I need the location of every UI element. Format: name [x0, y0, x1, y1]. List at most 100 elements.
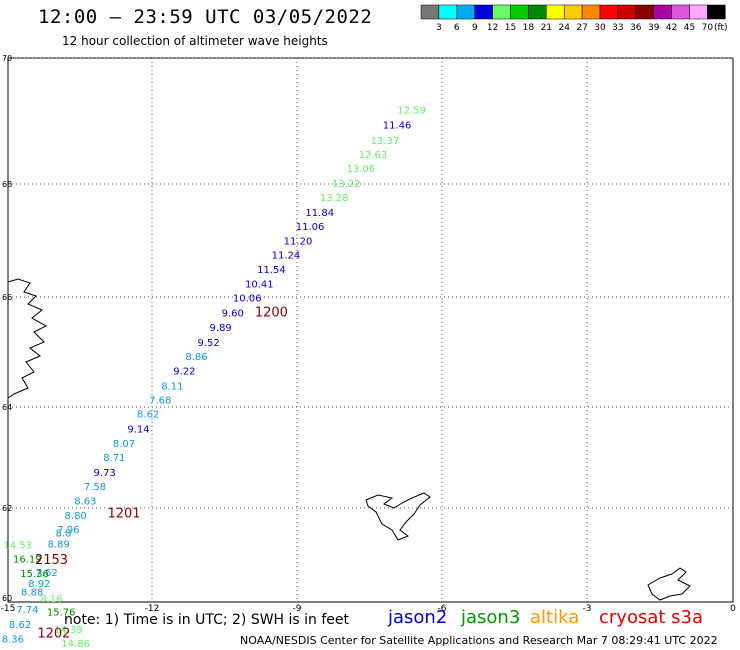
coastline	[647, 567, 691, 601]
wave-height-label: 12.59	[397, 105, 426, 116]
wave-height-label: 10.06	[233, 294, 262, 305]
lat-tick-label: 60	[2, 594, 12, 603]
legend-swatch	[546, 4, 565, 20]
legend-swatch	[599, 4, 619, 20]
wave-height-label: 13.06	[347, 164, 376, 175]
wave-height-label: 15.76	[47, 608, 76, 619]
lon-tick-label: 0	[730, 604, 736, 614]
wave-height-label: 8.89	[48, 540, 70, 551]
legend-tick-label: 39	[648, 23, 660, 33]
legend-tick-label: 33	[612, 23, 623, 33]
wave-height-label: 8.11	[161, 381, 183, 392]
pass-time-label: 1202	[37, 626, 70, 641]
pass-time-label: 2153	[35, 553, 68, 568]
wave-height-label: 11.46	[383, 121, 412, 132]
footer-credit: NOAA/NESDIS Center for Satellite Applica…	[240, 634, 718, 647]
wave-height-label: 11.06	[296, 222, 325, 233]
legend-tick-label: 3	[436, 23, 442, 33]
plot-border	[7, 57, 734, 603]
legend-tick-label: 45	[684, 23, 695, 33]
wave-height-label: 13.22	[332, 179, 361, 190]
wave-height-label: 11.20	[284, 237, 313, 248]
lat-tick-label: 64	[2, 403, 12, 412]
coastline	[365, 492, 431, 541]
legend-unit-label: (ft)	[714, 23, 728, 33]
legend-swatch	[563, 4, 583, 20]
wave-height-label: 14.53	[3, 541, 32, 552]
lat-tick-label: 66	[2, 293, 12, 302]
wave-height-label: 8.8	[56, 529, 72, 540]
page-title: 12:00 — 23:59 UTC 03/05/2022	[38, 6, 373, 28]
satellite-cryosat-label: cryosat s3a	[599, 607, 704, 628]
satellite-jason3-label: jason3	[461, 607, 521, 628]
satellite-jason2-label: jason2	[388, 607, 448, 628]
lon-tick-label: -12	[145, 604, 160, 614]
legend-swatch	[581, 4, 601, 20]
legend-swatch	[510, 4, 529, 20]
legend-tick-label: 70	[702, 23, 714, 33]
wave-height-label: 9.89	[210, 323, 232, 334]
legend-tick-label: 36	[630, 23, 642, 33]
wave-height-label: 8.92	[28, 579, 50, 590]
wave-height-label: 9.14	[127, 424, 149, 435]
wave-height-label: 8.62	[137, 410, 159, 421]
lat-tick-label: 70	[2, 54, 12, 63]
lon-tick-label: -6	[438, 604, 447, 614]
wave-height-label: 7.68	[149, 395, 171, 406]
legend-tick-label: 21	[541, 23, 552, 33]
legend-swatch	[689, 4, 708, 20]
page-subtitle: 12 hour collection of altimeter wave hei…	[62, 34, 328, 48]
wave-height-label: 8.36	[2, 634, 24, 645]
legend-swatch	[671, 4, 690, 20]
wave-height-label: 11.54	[257, 265, 286, 276]
wave-height-label: 15.36	[20, 569, 49, 580]
wave-height-label: 9.73	[94, 468, 116, 479]
legend-tick-label: 18	[523, 23, 535, 33]
legend-tick-label: 12	[487, 23, 498, 33]
legend-swatch	[528, 4, 547, 20]
legend-tick-label: 15	[505, 23, 516, 33]
wave-height-label: 14.86	[61, 639, 90, 650]
wave-height-label: 13.28	[320, 193, 349, 204]
satellite-altika-label: altika	[530, 607, 580, 628]
lon-tick-label: -15	[1, 604, 16, 614]
wave-height-label: 8.86	[185, 352, 207, 363]
lat-tick-label: 62	[2, 504, 12, 513]
wave-height-label: 12.63	[359, 150, 388, 161]
legend-tick-label: 24	[558, 23, 570, 33]
legend-swatch	[456, 4, 475, 20]
wave-height-label: 7.62	[36, 568, 58, 579]
legend-tick-label: 27	[576, 23, 587, 33]
legend-swatch	[653, 4, 672, 20]
legend-swatch	[474, 4, 493, 20]
legend-swatch	[635, 4, 654, 20]
wave-height-label: 8.71	[103, 453, 125, 464]
wave-height-label: 8.80	[65, 511, 87, 522]
wave-height-label: 13.37	[371, 136, 400, 147]
legend-tick-label: 9	[472, 23, 478, 33]
pass-time-label: 1200	[255, 305, 288, 320]
wave-height-label: 9.52	[197, 338, 219, 349]
legend-swatch	[438, 4, 458, 20]
footer-note: note: 1) Time is in UTC; 2) SWH is in fe…	[64, 612, 350, 628]
wave-height-label: 9.22	[173, 367, 195, 378]
wave-height-label: 14.39	[54, 625, 83, 636]
coastline	[7, 278, 48, 399]
wave-height-label: 7.58	[84, 482, 106, 493]
legend-swatch	[707, 4, 726, 20]
legend-swatch	[617, 4, 637, 20]
wave-height-label: 9.60	[222, 308, 244, 319]
wave-height-label: 8.16	[40, 594, 62, 605]
legend-tick-label: 30	[594, 23, 606, 33]
wave-height-label: 8.62	[9, 620, 31, 631]
wave-height-label: 8.63	[74, 497, 96, 508]
legend-swatch	[420, 4, 440, 20]
wave-height-label: 7.74	[16, 605, 38, 616]
wave-height-label: 10.41	[245, 280, 274, 291]
legend-tick-label: 6	[454, 23, 460, 33]
legend-swatch	[492, 4, 511, 20]
wave-height-label: 7.96	[57, 525, 79, 536]
wave-height-label: 11.24	[272, 251, 301, 262]
